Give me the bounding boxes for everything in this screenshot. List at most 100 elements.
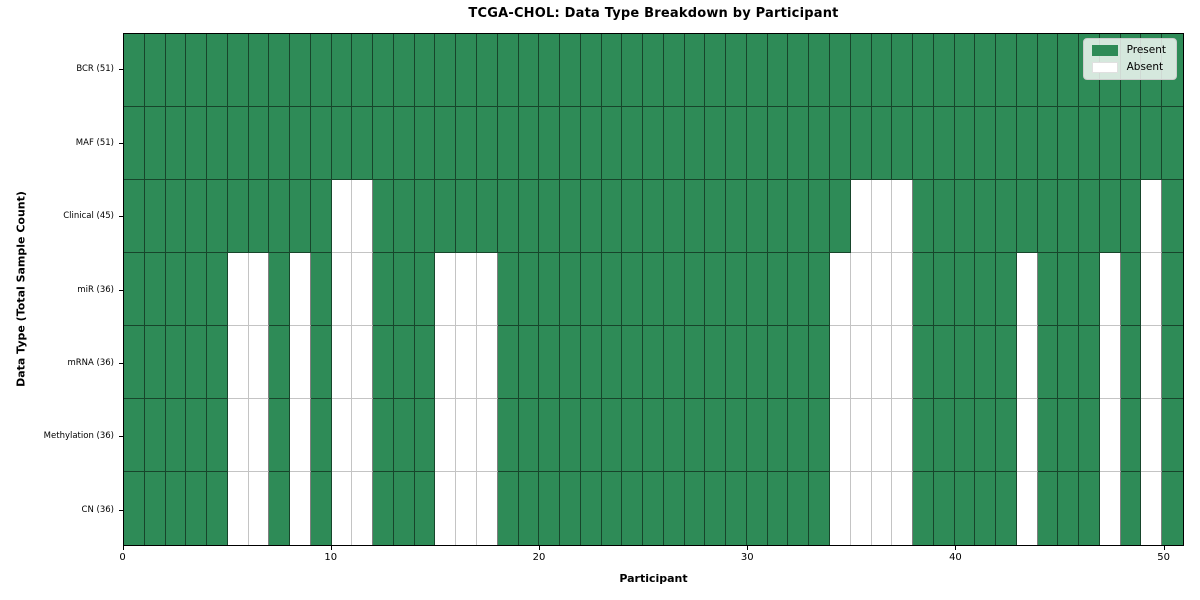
matrix-cell [933, 253, 955, 326]
matrix-cell [767, 326, 789, 399]
matrix-cell [954, 472, 976, 545]
x-tick-mark [955, 546, 957, 550]
matrix-cell [518, 253, 540, 326]
matrix-cell [1099, 472, 1121, 545]
matrix-cell [871, 326, 893, 399]
matrix-cell [975, 34, 997, 107]
y-axis-tick-label: Clinical (45) [63, 211, 114, 222]
matrix-cell [435, 326, 457, 399]
matrix-cell [331, 107, 353, 180]
matrix-cell [809, 472, 830, 545]
chart-title: TCGA-CHOL: Data Type Breakdown by Partic… [468, 6, 839, 21]
matrix-cell [933, 399, 955, 472]
matrix-cell [373, 107, 394, 180]
matrix-cell [310, 253, 332, 326]
matrix-cell [560, 107, 581, 180]
legend-entry: Present [1091, 45, 1166, 56]
matrix-cell [269, 472, 291, 545]
matrix-cell [124, 253, 145, 326]
matrix-cell [996, 180, 1017, 253]
matrix-cell [892, 253, 914, 326]
matrix-cell [352, 34, 374, 107]
matrix-cell [248, 34, 270, 107]
matrix-cell [954, 326, 976, 399]
matrix-cell [539, 107, 561, 180]
matrix-cell [850, 253, 872, 326]
matrix-cell [767, 34, 789, 107]
matrix-cell [996, 326, 1017, 399]
matrix-cell [975, 107, 997, 180]
matrix-cell [788, 107, 810, 180]
matrix-cell [1099, 326, 1121, 399]
matrix-cell [207, 107, 228, 180]
matrix-cell [746, 253, 768, 326]
matrix-cell [456, 34, 477, 107]
matrix-cell [1058, 472, 1080, 545]
matrix-cell [829, 180, 851, 253]
matrix-cell [310, 107, 332, 180]
matrix-cell [393, 34, 415, 107]
matrix-cell [373, 472, 394, 545]
matrix-cell [580, 107, 602, 180]
matrix-cell [456, 472, 477, 545]
matrix-cell [1037, 180, 1059, 253]
x-axis-tick-label: 10 [324, 552, 338, 563]
matrix-cell [601, 326, 623, 399]
matrix-cell [352, 180, 374, 253]
matrix-cell [165, 107, 187, 180]
matrix-cell [539, 253, 561, 326]
matrix-cell [352, 399, 374, 472]
matrix-cell [476, 472, 498, 545]
matrix-cell [933, 326, 955, 399]
matrix-cell [580, 34, 602, 107]
matrix-cell [705, 107, 727, 180]
matrix-cell [829, 107, 851, 180]
matrix-cell [1141, 399, 1163, 472]
legend-label: Absent [1126, 61, 1164, 74]
matrix-cell [913, 399, 934, 472]
matrix-cell [1058, 107, 1080, 180]
matrix-cell [1120, 472, 1142, 545]
matrix-cell [1016, 253, 1038, 326]
matrix-cell [705, 326, 727, 399]
y-tick-mark [119, 289, 123, 291]
matrix-cell [560, 180, 581, 253]
matrix-cell [165, 472, 187, 545]
matrix-cell [1058, 180, 1080, 253]
matrix-cell [933, 107, 955, 180]
matrix-cell [435, 472, 457, 545]
matrix-cell [227, 399, 249, 472]
matrix-cell [996, 399, 1017, 472]
matrix-cell [850, 326, 872, 399]
matrix-cell [1037, 399, 1059, 472]
matrix-cell [373, 399, 394, 472]
matrix-cell [1141, 326, 1163, 399]
matrix-cell [186, 34, 208, 107]
matrix-cell [165, 34, 187, 107]
matrix-cell [1141, 180, 1163, 253]
matrix-cell [560, 253, 581, 326]
matrix-cell [954, 34, 976, 107]
matrix-cell [539, 34, 561, 107]
matrix-cell [1016, 399, 1038, 472]
y-axis-label: Data Type (Total Sample Count) [14, 191, 28, 387]
matrix-cell [684, 399, 706, 472]
matrix-cell [663, 326, 685, 399]
y-tick-mark [119, 216, 123, 218]
matrix-cell [684, 34, 706, 107]
matrix-cell [539, 326, 561, 399]
matrix-cell [269, 180, 291, 253]
matrix-cell [476, 34, 498, 107]
y-axis-tick-label: miR (36) [77, 284, 114, 295]
matrix-cell [996, 107, 1017, 180]
matrix-cell [1099, 180, 1121, 253]
matrix-cell [580, 180, 602, 253]
matrix-cell [124, 107, 145, 180]
matrix-cell [913, 326, 934, 399]
matrix-cell [186, 253, 208, 326]
matrix-cell [954, 253, 976, 326]
matrix-cell [850, 180, 872, 253]
matrix-cell [186, 326, 208, 399]
y-axis-tick-label: MAF (51) [75, 137, 114, 148]
matrix-cell [456, 399, 477, 472]
